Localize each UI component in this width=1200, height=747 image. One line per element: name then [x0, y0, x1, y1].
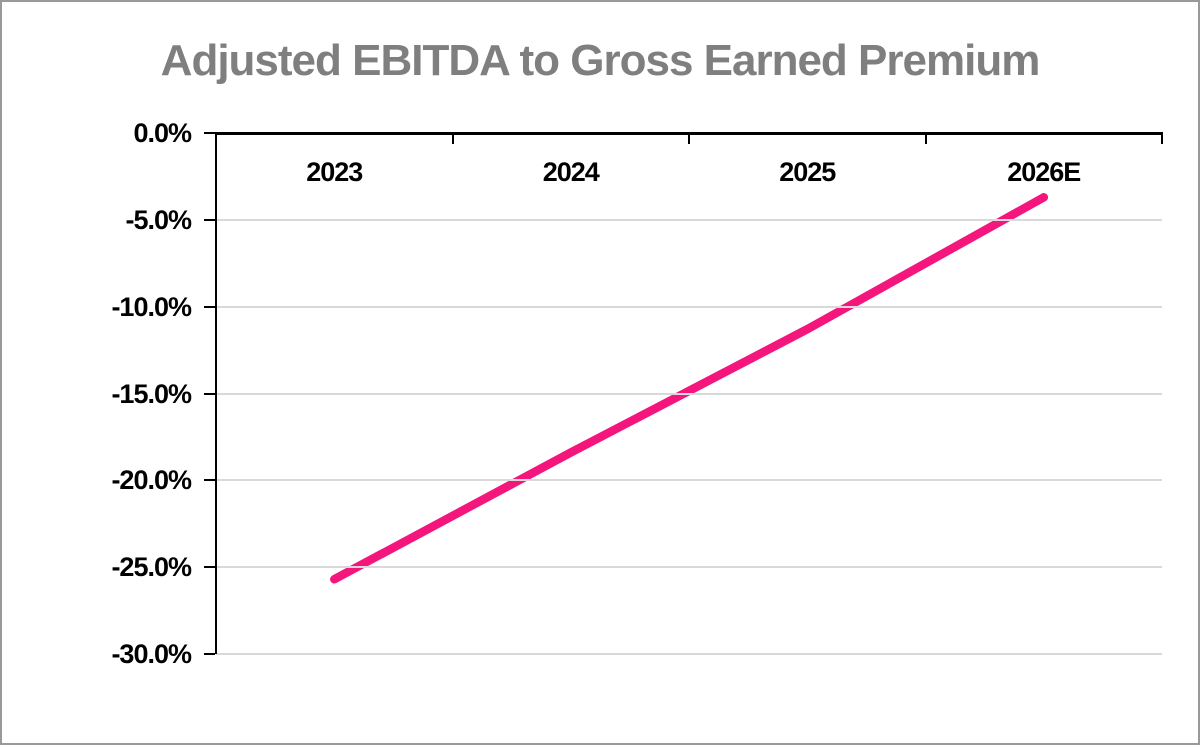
y-axis-line: [215, 133, 217, 654]
y-axis-tick: [204, 218, 215, 221]
x-axis-tick: [1161, 134, 1163, 144]
y-axis-label: -30.0%: [111, 639, 192, 669]
y-axis-tick: [204, 479, 215, 482]
y-gridline: [216, 392, 1162, 395]
y-axis-label: -10.0%: [111, 291, 192, 322]
y-axis-label: -20.0%: [111, 465, 192, 496]
x-axis-label: 2025: [779, 157, 836, 187]
x-axis-label: 2026E: [1007, 157, 1081, 187]
y-gridline: [216, 218, 1162, 221]
y-gridline: [216, 479, 1162, 482]
y-axis-tick: [204, 305, 215, 308]
y-axis-label: -15.0%: [111, 378, 192, 409]
y-gridline: [216, 566, 1162, 569]
y-axis-label: -25.0%: [111, 552, 192, 583]
x-axis-label: 2023: [306, 157, 363, 187]
y-axis-tick: [204, 132, 215, 134]
y-axis-label: 0.0%: [133, 118, 192, 148]
x-axis-tick: [688, 134, 690, 144]
chart-title: Adjusted EBITDA to Gross Earned Premium: [160, 36, 1041, 85]
x-axis-label: 2024: [542, 157, 600, 187]
y-axis-tick: [204, 653, 215, 655]
x-axis-tick: [451, 134, 454, 144]
y-gridline: [216, 305, 1162, 308]
y-axis-label: -5.0%: [125, 204, 192, 235]
trend-line: [330, 193, 1049, 584]
y-axis-tick: [204, 566, 215, 569]
y-gridline: [216, 653, 1162, 655]
x-axis-tick: [924, 134, 927, 144]
x-axis-tick: [215, 134, 217, 144]
x-axis-line: [215, 132, 1163, 135]
y-axis-tick: [204, 392, 215, 395]
